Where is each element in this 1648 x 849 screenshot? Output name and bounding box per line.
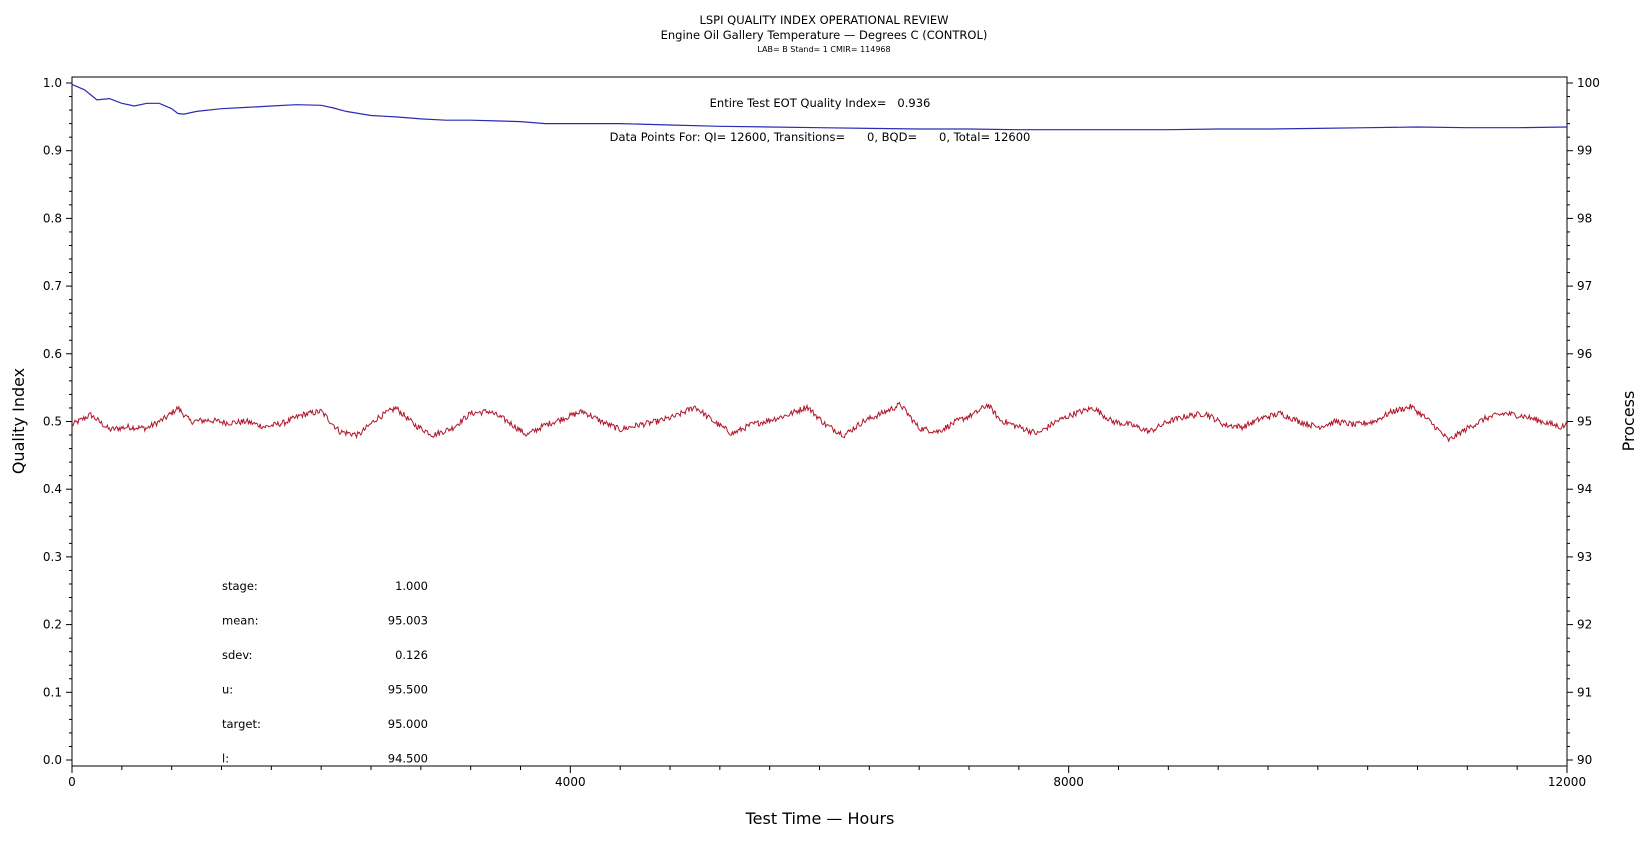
data-points-annotation: Data Points For: QI= 12600, Transitions=… (610, 130, 1031, 144)
x-tick-label: 4000 (555, 775, 586, 789)
y-tick-left-label: 0.7 (43, 279, 62, 293)
y-axis-label-right: Process (1619, 391, 1638, 452)
y-tick-right-label: 90 (1577, 753, 1592, 767)
stat-value: 1.000 (395, 579, 428, 593)
y-tick-right-label: 97 (1577, 279, 1592, 293)
y-tick-left-label: 0.4 (43, 482, 62, 496)
x-tick-label: 0 (68, 775, 76, 789)
stat-value: 95.003 (388, 614, 428, 628)
y-tick-right-label: 94 (1577, 482, 1592, 496)
y-tick-right-label: 98 (1577, 211, 1592, 225)
y-tick-right-label: 91 (1577, 685, 1592, 699)
x-axis-label: Test Time — Hours (745, 809, 895, 828)
y-tick-left-label: 1.0 (43, 76, 62, 90)
y-tick-left-label: 0.8 (43, 211, 62, 225)
x-axis-ticks: 0 4000 8000 12000 (68, 766, 1586, 789)
y-tick-left-label: 0.2 (43, 618, 62, 632)
stats-block: stage: 1.000 mean: 95.003 sdev: 0.126 u: 95.500… (222, 579, 428, 766)
y-tick-left-label: 0.5 (43, 415, 62, 429)
y-axis-label-left: Quality Index (9, 368, 28, 474)
quality-index-annotation: Entire Test EOT Quality Index= 0.936 (710, 96, 931, 110)
stat-label: mean: (222, 614, 259, 628)
y-tick-right-label: 96 (1577, 347, 1592, 361)
chart-subtitle: Engine Oil Gallery Temperature — Degrees… (661, 28, 988, 42)
y-tick-right-label: 92 (1577, 618, 1592, 632)
stat-label: target: (222, 717, 261, 731)
series-process-line (71, 401, 1568, 442)
x-tick-label: 12000 (1548, 775, 1586, 789)
stat-value: 0.126 (395, 648, 428, 662)
y-tick-right-label: 100 (1577, 76, 1600, 90)
stat-value: 95.000 (388, 717, 428, 731)
y-tick-right-label: 93 (1577, 550, 1592, 564)
chart-title: LSPI QUALITY INDEX OPERATIONAL REVIEW (699, 13, 948, 27)
series-quality-index-line (71, 83, 1568, 131)
y-tick-right-label: 95 (1577, 415, 1592, 429)
y-tick-left-label: 0.1 (43, 685, 62, 699)
y-tick-left-label: 0.3 (43, 550, 62, 564)
x-tick-label: 8000 (1053, 775, 1084, 789)
y-tick-left-label: 0.0 (43, 753, 62, 767)
stat-value: 95.500 (388, 683, 428, 697)
y-axis-left-ticks: 0.0 0.1 0.2 0.3 0.4 0.5 0.6 0.7 0.8 0.9 1.0 (43, 76, 72, 767)
stat-label: stage: (222, 579, 258, 593)
y-tick-left-label: 0.6 (43, 347, 62, 361)
y-axis-right-ticks: 90 91 92 93 94 95 96 97 98 99 100 (1567, 76, 1600, 767)
y-tick-right-label: 99 (1577, 144, 1592, 158)
chart-subtitle-lab: LAB= B Stand= 1 CMIR= 114968 (757, 45, 890, 54)
stat-label: sdev: (222, 648, 252, 662)
stat-label: l: (222, 752, 229, 766)
y-tick-left-label: 0.9 (43, 144, 62, 158)
stat-value: 94.500 (388, 752, 428, 766)
stat-label: u: (222, 683, 233, 697)
